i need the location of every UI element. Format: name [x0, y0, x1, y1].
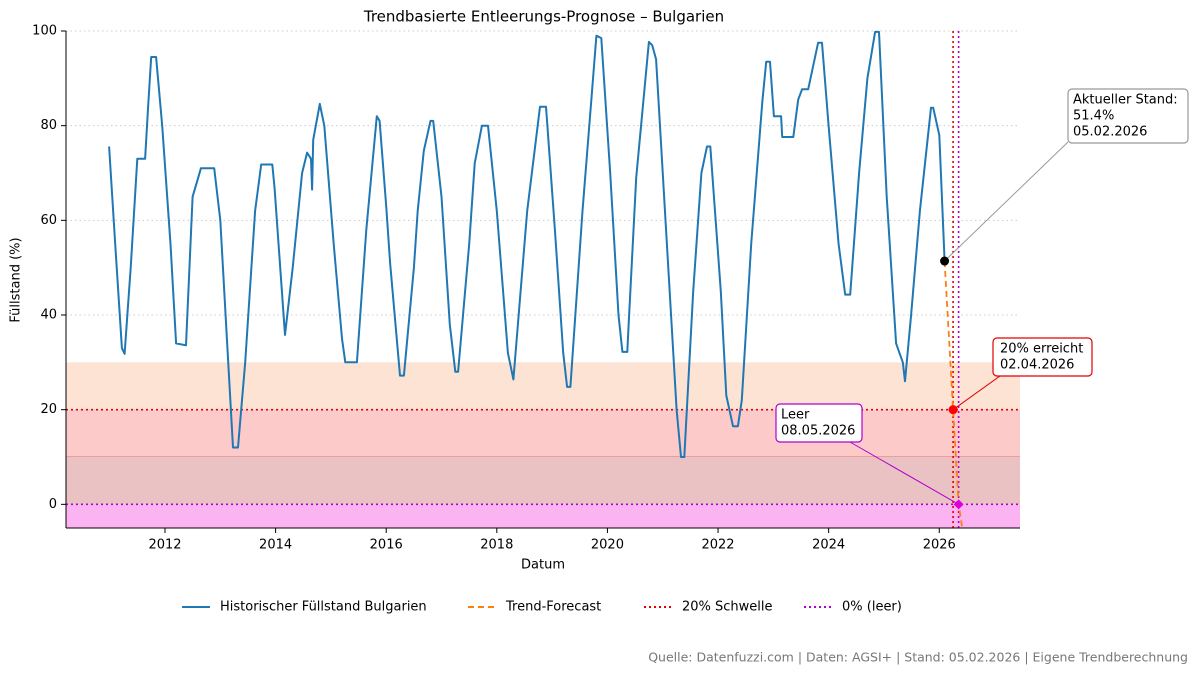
- y-tick-label: 60: [40, 213, 57, 228]
- annotation-text: Leer: [781, 408, 810, 423]
- y-tick-label: 100: [32, 24, 57, 39]
- annotation-text: 05.02.2026: [1073, 125, 1147, 140]
- annotation-box: [775, 403, 863, 443]
- legend-label: Historischer Füllstand Bulgarien: [220, 600, 427, 615]
- source-note: Quelle: Datenfuzzi.com | Daten: AGSI+ | …: [648, 650, 1188, 665]
- x-tick-label: 2026: [923, 538, 956, 553]
- x-tick-label: 2012: [148, 538, 181, 553]
- x-tick-label: 2024: [812, 538, 845, 553]
- y-tick-label: 0: [49, 497, 57, 512]
- annotation-text: 08.05.2026: [781, 424, 855, 439]
- chart-title: Trendbasierte Entleerungs-Prognose – Bul…: [363, 8, 724, 26]
- y-tick-label: 20: [40, 402, 57, 417]
- annotation-text: 20% erreicht: [1000, 342, 1083, 357]
- series-line: [108, 30, 946, 458]
- band: [66, 457, 1020, 505]
- annotation-marker: [948, 405, 958, 415]
- legend-label: Trend-Forecast: [505, 600, 601, 615]
- x-tick-label: 2020: [591, 538, 624, 553]
- band: [66, 409, 1020, 457]
- annotation-connector: [952, 375, 1001, 411]
- x-tick-label: 2016: [370, 538, 403, 553]
- band: [66, 362, 1020, 410]
- annotation-connector: [849, 441, 959, 505]
- x-axis-label: Datum: [521, 558, 565, 573]
- legend-label: 20% Schwelle: [682, 600, 773, 615]
- annotation-text: 02.04.2026: [1000, 358, 1074, 373]
- annotation-marker: [940, 256, 950, 266]
- annotation-marker: [953, 499, 964, 510]
- annotation-text: Aktueller Stand:: [1073, 93, 1178, 108]
- x-tick-label: 2018: [480, 538, 513, 553]
- annotation-connector: [944, 141, 1069, 262]
- band: [66, 504, 1020, 528]
- annotation-text: 51.4%: [1073, 109, 1114, 124]
- y-tick-label: 80: [40, 118, 57, 133]
- x-tick-label: 2014: [259, 538, 292, 553]
- annotation-box: [1067, 88, 1189, 144]
- y-tick-label: 40: [40, 308, 57, 323]
- annotation-box: [992, 337, 1093, 377]
- y-axis-label: Füllstand (%): [9, 237, 24, 322]
- legend-label: 0% (leer): [842, 600, 902, 615]
- x-tick-label: 2022: [701, 538, 734, 553]
- series-line: [943, 260, 964, 529]
